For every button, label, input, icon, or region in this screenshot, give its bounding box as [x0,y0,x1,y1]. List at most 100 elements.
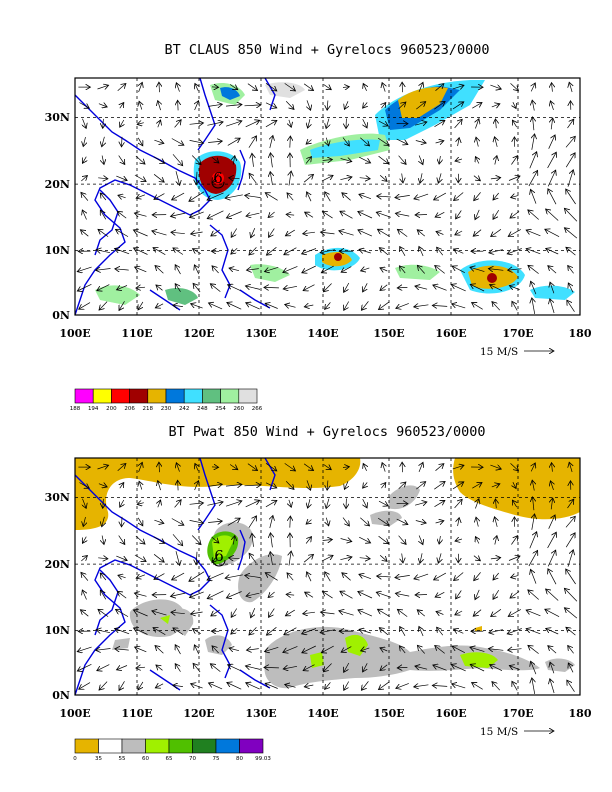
wind-vector [175,284,181,292]
wind-vector [531,661,537,675]
wind-vector [567,680,575,692]
wind-vector [508,176,520,181]
wind-vector [490,285,503,292]
wind-vector [452,646,465,654]
wind-vector [396,518,408,524]
wind-vector [359,178,371,179]
wind-vector [567,300,575,312]
wind-vector [251,227,255,238]
lon-label: 130E [245,327,276,340]
wind-vector [378,137,389,145]
wind-vector [511,195,519,197]
wind-vector [509,666,520,670]
wind-vector [133,610,148,617]
wind-vector [117,286,128,290]
wind-vector [546,248,559,255]
wind-vector [225,485,242,487]
wind-vector [552,83,553,92]
wind-vector [326,118,329,129]
wind-vector [545,609,560,618]
wind-vector [115,269,129,270]
wind-vector [396,138,408,144]
wind-vector [134,628,148,635]
wind-vector [565,136,575,148]
wind-vector [359,249,371,253]
wind-vector [139,82,143,93]
wind-vector [211,156,219,163]
wind-vector [228,665,241,671]
wind-vector [136,575,146,578]
wind-vector [323,283,332,292]
wind-vector [547,152,557,169]
wind-vector [249,627,257,635]
wind-vector [173,628,184,635]
colorbar-swatch [192,738,217,754]
wind-vector [155,304,164,308]
wind-vector [208,104,222,106]
wind-vector [397,667,408,668]
wind-vector [415,286,428,289]
wind-vector [419,535,423,545]
wind-vector [435,464,444,471]
wind-vector [100,590,107,600]
wind-vector [122,136,123,147]
wind-vector [117,464,126,472]
wind-vector [417,230,426,237]
colorbar-label: 55 [119,756,126,762]
wind-vector [207,192,224,200]
cyclone-symbol: 6 [211,169,225,189]
wind-vector [210,664,221,672]
wind-vector [339,231,354,236]
colorbar-swatch [215,738,240,754]
wind-vector [305,537,311,544]
colorbar-label: 230 [161,406,172,412]
wind-vector [326,498,329,509]
wind-vector [433,665,447,671]
wind-vector [378,155,389,164]
wind-vector [495,119,496,129]
wind-vector [116,555,127,560]
wind-vector [419,82,423,93]
wind-vector [189,140,204,143]
wind-vector [266,247,277,255]
wind-vector [303,612,315,614]
map-area [75,78,580,315]
wind-vector [491,484,500,487]
wind-vector [229,268,240,271]
wind-vector [231,248,238,254]
wind-vector [510,83,519,90]
wind-vector [195,464,198,471]
wind-vector [492,302,501,311]
wind-vector [363,464,366,471]
wind-vector [531,569,537,584]
wind-vector [475,499,479,509]
wind-vector [344,282,350,292]
wind-vector [209,303,223,310]
wind-vector [455,231,463,235]
wind-vector [381,483,385,489]
wind-vector [566,189,576,205]
wind-vector [531,463,535,472]
wind-vector [526,249,541,255]
wind-vector [172,154,183,165]
wind-vector [98,229,109,237]
wind-vector [419,155,423,165]
wind-vector [344,101,348,109]
wind-vector [158,120,161,128]
wind-vector [361,648,370,651]
wind-vector [512,681,518,691]
wind-vector [153,628,166,636]
wind-vector [117,591,127,599]
colorbar-swatch [129,388,149,404]
wind-vector [455,159,463,161]
wind-vector [156,285,163,291]
wind-vector [134,174,146,182]
wind-vector [97,465,109,469]
wind-vector [270,533,272,548]
wind-vector [454,629,464,633]
wind-vector [548,569,557,585]
wind-vector [122,516,123,527]
wind-vector [171,213,186,216]
wind-vector [98,558,108,559]
wind-vector [398,535,407,545]
